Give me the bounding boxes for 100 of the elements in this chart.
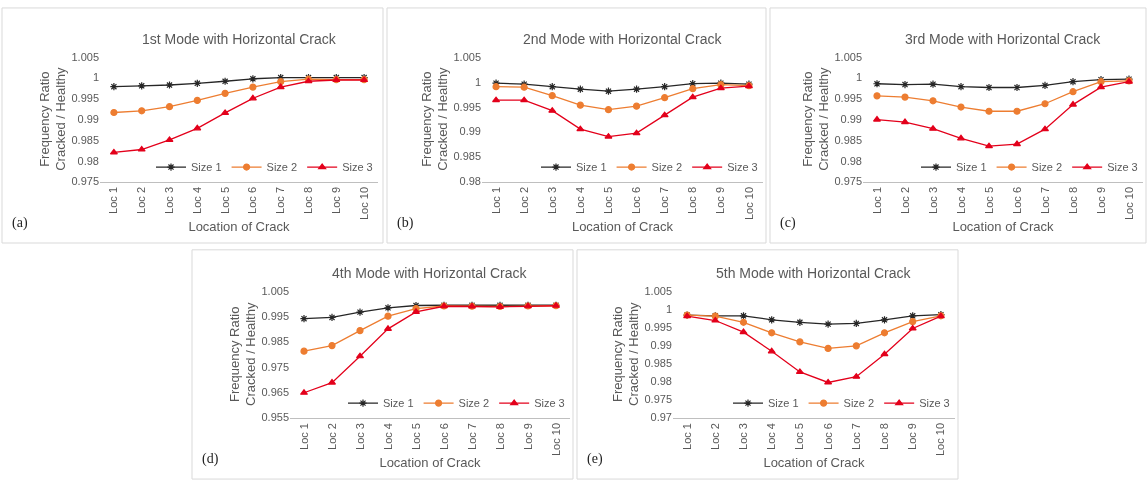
y-tick-label: 0.955 — [261, 411, 289, 424]
x-tick-label: Loc 5 — [982, 186, 995, 214]
y-tick-label: 0.995 — [644, 320, 672, 333]
x-tick-label: Loc 2 — [325, 423, 338, 450]
x-tick-label: Loc 8 — [302, 186, 315, 214]
x-tick-label: Loc 7 — [658, 186, 671, 214]
x-axis-title: Location of Crack — [763, 454, 866, 470]
y-tick-label: 0.975 — [71, 175, 99, 188]
y-tick-label: 0.99 — [650, 338, 672, 351]
y-tick-label: 0.975 — [261, 360, 289, 373]
y-axis-title: Frequency Ratio Cracked / Healthy — [418, 66, 451, 171]
x-tick-label: Loc 3 — [163, 186, 176, 214]
chart-title: 5th Mode with Horizontal Crack — [716, 265, 912, 281]
legend-label: Size 1 — [191, 161, 222, 174]
y-tick-label: 0.97 — [650, 411, 672, 424]
legend-label: Size 3 — [919, 397, 950, 410]
chart-title: 2nd Mode with Horizontal Crack — [523, 31, 723, 47]
y-axis-title: Frequency Ratio Cracked / Healthy — [36, 66, 69, 171]
y-tick-label: 0.995 — [453, 100, 481, 113]
x-tick-label: Loc 10 — [1122, 186, 1135, 220]
x-tick-label: Loc 7 — [849, 423, 862, 450]
y-tick-label: 0.985 — [71, 133, 99, 146]
text: (a) — [12, 215, 28, 231]
x-tick-label: Loc 1 — [870, 186, 883, 214]
y-tick-label: 1 — [92, 71, 99, 84]
x-tick-label: Loc 3 — [545, 186, 558, 214]
x-tick-label: Loc 6 — [246, 186, 259, 214]
x-tick-label: Loc 4 — [381, 423, 394, 450]
x-tick-label: Loc 9 — [714, 186, 727, 214]
y-tick-label: 0.99 — [77, 112, 99, 125]
legend-label: Size 2 — [266, 161, 298, 174]
legend-label: Size 1 — [576, 161, 607, 174]
legend-label: Size 2 — [1031, 161, 1063, 174]
x-tick-label: Loc 3 — [737, 423, 750, 450]
y-tick-label: 0.975 — [644, 393, 672, 406]
x-tick-label: Loc 10 — [549, 423, 562, 457]
x-tick-label: Loc 6 — [630, 186, 643, 214]
x-tick-label: Loc 9 — [329, 186, 342, 214]
legend-label: Size 2 — [458, 397, 490, 410]
legend-label: Size 1 — [383, 397, 414, 410]
x-tick-label: Loc 5 — [409, 423, 422, 450]
x-tick-label: Loc 7 — [1038, 186, 1051, 214]
y-tick-label: 0.975 — [834, 175, 862, 188]
y-tick-label: 0.985 — [644, 357, 672, 370]
x-tick-label: Loc 4 — [765, 423, 778, 450]
x-tick-label: Loc 9 — [906, 423, 919, 450]
x-tick-label: Loc 6 — [821, 423, 834, 450]
x-tick-label: Loc 10 — [742, 186, 755, 220]
y-axis-title: Frequency Ratio Cracked / Healthy — [226, 302, 259, 406]
x-tick-label: Loc 3 — [926, 186, 939, 214]
x-axis-title: Location of Crack — [952, 218, 1055, 234]
y-tick-label: 1 — [474, 75, 481, 88]
legend-label: Size 1 — [768, 397, 799, 410]
x-axis-title: Location of Crack — [379, 454, 482, 470]
y-tick-label: 0.965 — [261, 386, 289, 399]
x-tick-label: Loc 7 — [465, 423, 478, 450]
y-tick-label: 1.005 — [261, 284, 289, 297]
y-tick-label: 0.98 — [77, 154, 99, 167]
y-tick-label: 1.005 — [834, 50, 862, 63]
y-tick-label: 1 — [855, 71, 862, 84]
x-tick-label: Loc 1 — [297, 423, 310, 450]
x-tick-label: Loc 1 — [489, 186, 502, 214]
legend-label: Size 3 — [342, 161, 373, 174]
y-tick-label: 0.995 — [834, 92, 862, 105]
x-tick-label: Loc 8 — [493, 423, 506, 450]
x-tick-label: Loc 10 — [934, 423, 947, 457]
y-tick-label: 1.005 — [453, 50, 481, 63]
x-tick-label: Loc 5 — [602, 186, 615, 214]
x-tick-label: Loc 2 — [898, 186, 911, 214]
x-tick-label: Loc 5 — [793, 423, 806, 450]
x-tick-label: Loc 1 — [680, 423, 693, 450]
text: (d) — [202, 451, 219, 467]
x-tick-label: Loc 2 — [135, 186, 148, 214]
chart-title: 3rd Mode with Horizontal Crack — [905, 31, 1102, 47]
y-tick-label: 0.985 — [834, 133, 862, 146]
x-tick-label: Loc 3 — [353, 423, 366, 450]
y-tick-label: 0.985 — [261, 335, 289, 348]
y-tick-label: 1.005 — [71, 50, 99, 63]
y-tick-label: 0.98 — [459, 175, 481, 188]
x-axis-title: Location of Crack — [188, 218, 291, 234]
text: (b) — [397, 215, 414, 231]
y-tick-label: 1.005 — [644, 284, 672, 297]
x-tick-label: Loc 2 — [517, 186, 530, 214]
x-tick-label: Loc 9 — [1094, 186, 1107, 214]
x-tick-label: Loc 5 — [218, 186, 231, 214]
x-tick-label: Loc 7 — [274, 186, 287, 214]
legend-label: Size 1 — [956, 161, 987, 174]
legend-label: Size 3 — [534, 397, 565, 410]
x-tick-label: Loc 8 — [686, 186, 699, 214]
x-tick-label: Loc 1 — [107, 186, 120, 214]
y-tick-label: 0.98 — [650, 375, 672, 388]
y-tick-label: 0.995 — [71, 92, 99, 105]
y-axis-title: Frequency Ratio Cracked / Healthy — [799, 66, 832, 171]
y-tick-label: 0.99 — [459, 125, 481, 138]
text: (e) — [587, 451, 603, 467]
x-tick-label: Loc 9 — [521, 423, 534, 450]
chart-title: 1st Mode with Horizontal Crack — [142, 31, 337, 47]
legend-label: Size 2 — [651, 161, 683, 174]
x-tick-label: Loc 4 — [954, 186, 967, 214]
legend-label: Size 3 — [1107, 161, 1138, 174]
